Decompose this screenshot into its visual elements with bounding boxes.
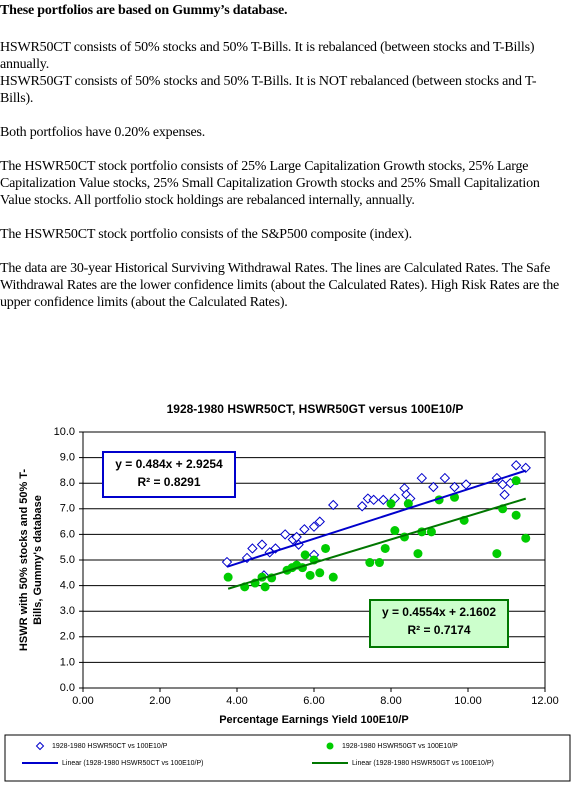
- point: [380, 543, 390, 553]
- point: [315, 568, 325, 578]
- point: [511, 476, 521, 486]
- y-tick-label: 4.0: [60, 580, 75, 592]
- legend-label: 1928-1980 HSWR50GT vs 100E10/P: [342, 743, 458, 750]
- point: [413, 549, 423, 559]
- point: [521, 533, 531, 543]
- point: [416, 472, 428, 484]
- x-axis-label: Percentage Earnings Yield 100E10/P: [219, 714, 409, 726]
- text-line: Both portfolios have 0.20% expenses.: [0, 125, 206, 140]
- y-tick-label: 9.0: [60, 452, 75, 464]
- y-tick-label: 1.0: [60, 656, 75, 668]
- point: [510, 460, 522, 471]
- y-tick-label: 10.0: [54, 426, 75, 438]
- text-line: HSWR50GT consists of 50% stocks and 50% …: [0, 74, 537, 106]
- point: [365, 558, 375, 568]
- x-tick-label: 4.00: [226, 695, 247, 707]
- point: [256, 539, 268, 550]
- x-tick-label: 8.00: [380, 695, 401, 707]
- point: [386, 499, 396, 509]
- heading: These portfolios are based on Gummy’s da…: [0, 3, 288, 18]
- point: [356, 501, 368, 512]
- point: [300, 550, 310, 560]
- legend-label: Linear (1928-1980 HSWR50GT vs 100E10/P): [352, 760, 494, 767]
- paragraphs: HSWR50CT consists of 50% stocks and 50% …: [0, 39, 568, 311]
- point: [520, 462, 531, 474]
- point: [260, 582, 270, 592]
- document: These portfolios are based on Gummy’s da…: [0, 0, 568, 328]
- equation-box: [369, 599, 509, 648]
- point: [368, 494, 379, 506]
- text-line: The HSWR50CT stock portfolio consists of…: [0, 227, 412, 242]
- text-line: The data are 30-year Historical Survivin…: [0, 261, 560, 310]
- point: [223, 572, 233, 582]
- point: [449, 481, 460, 493]
- x-tick-label: 2.00: [149, 695, 170, 707]
- trendline: [227, 497, 527, 590]
- legend-marker: [326, 742, 334, 750]
- point: [511, 510, 521, 520]
- paragraph: Both portfolios have 0.20% expenses.: [0, 124, 568, 141]
- legend-label: 1928-1980 HSWR50CT vs 100E10/P: [52, 743, 168, 750]
- point: [439, 472, 451, 484]
- y-tick-label: 5.0: [60, 554, 75, 566]
- y-tick-label: 0.0: [60, 682, 75, 694]
- point: [499, 489, 510, 500]
- point: [497, 479, 508, 490]
- paragraph: The HSWR50CT stock portfolio consists of…: [0, 158, 568, 209]
- trendline: [226, 469, 527, 568]
- point: [428, 481, 439, 493]
- chart-title: 1928-1980 HSWR50CT, HSWR50GT versus 100E…: [167, 402, 464, 416]
- paragraph: The data are 30-year Historical Survivin…: [0, 260, 568, 311]
- paragraph: The HSWR50CT stock portfolio consists of…: [0, 226, 568, 243]
- equation-box: [102, 451, 236, 498]
- y-tick-label: 7.0: [60, 503, 75, 515]
- point: [328, 499, 339, 511]
- r-squared: R² = 0.8291: [137, 475, 200, 489]
- text-line: The HSWR50CT stock portfolio consists of…: [0, 159, 540, 208]
- x-tick-label: 6.00: [303, 695, 324, 707]
- text-line: HSWR50CT consists of 50% stocks and 50% …: [0, 40, 535, 72]
- point: [328, 572, 338, 582]
- x-tick-label: 12.00: [531, 695, 559, 707]
- point: [247, 543, 258, 554]
- legend-marker: [35, 741, 45, 751]
- equation: y = 0.4554x + 2.1602: [382, 605, 496, 619]
- y-tick-label: 6.0: [60, 528, 75, 540]
- point: [299, 524, 310, 535]
- point: [314, 516, 325, 527]
- plot-area: [82, 431, 546, 689]
- y-tick-label: 3.0: [60, 605, 75, 617]
- point: [460, 479, 472, 490]
- point: [492, 549, 502, 559]
- equation: y = 0.484x + 2.9254: [115, 457, 223, 471]
- point: [390, 526, 400, 536]
- point: [374, 558, 384, 568]
- point: [321, 543, 331, 553]
- y-tick-label: 8.0: [60, 477, 75, 489]
- x-tick-label: 0.00: [72, 695, 93, 707]
- point: [308, 521, 320, 532]
- paragraph: HSWR50CT consists of 50% stocks and 50% …: [0, 39, 568, 107]
- point: [305, 570, 315, 580]
- x-tick-label: 10.00: [454, 695, 482, 707]
- y-tick-label: 2.0: [60, 631, 75, 643]
- point: [378, 494, 389, 506]
- r-squared: R² = 0.7174: [407, 623, 470, 637]
- point: [426, 527, 436, 537]
- y-axis-label: Bills, Gummy's database: [32, 495, 44, 625]
- point: [279, 529, 291, 540]
- chart: 1928-1980 HSWR50CT, HSWR50GT versus 100E…: [4, 402, 571, 782]
- y-axis-label: HSWR with 50% stocks and 50% T-: [18, 469, 30, 651]
- point: [403, 499, 413, 509]
- legend-label: Linear (1928-1980 HSWR50CT vs 100E10/P): [62, 760, 204, 767]
- legend-box: [4, 734, 571, 782]
